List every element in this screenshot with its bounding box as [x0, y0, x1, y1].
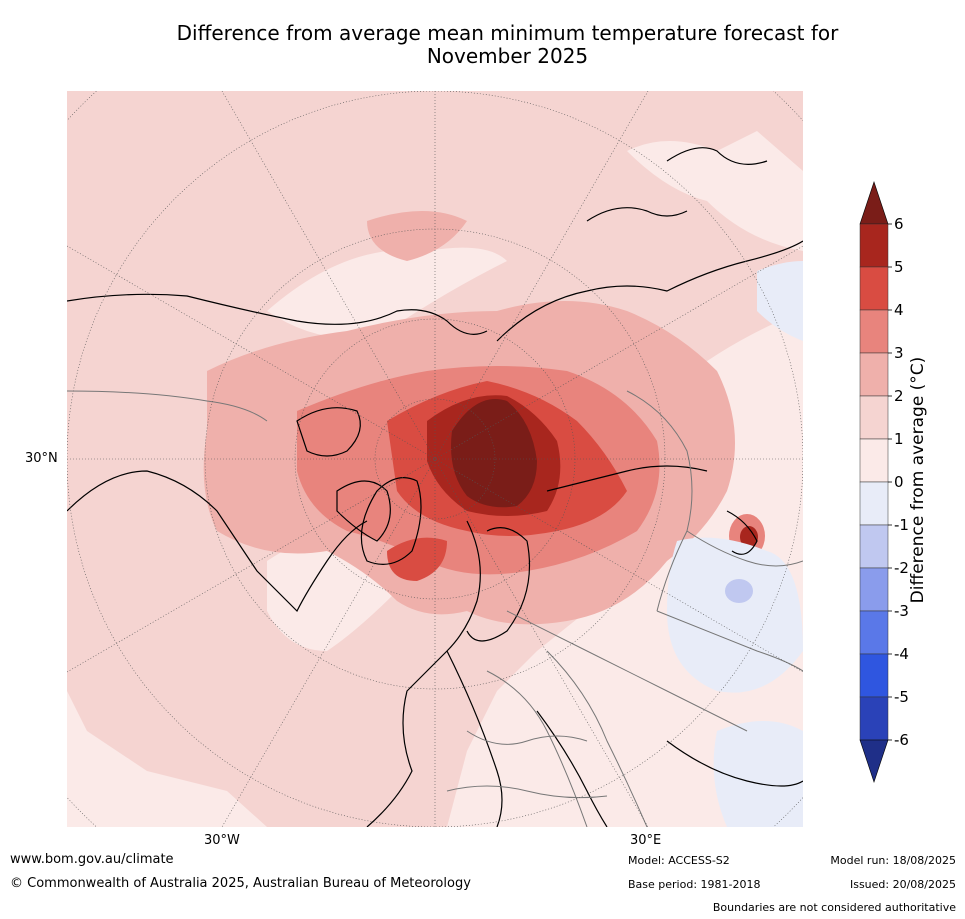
issued-text: Issued: 20/08/2025	[849, 878, 956, 891]
base-period-text: Base period: 1981-2018	[628, 878, 761, 891]
colorbar-ticks: 6 5 4 3 2 1 0 -1 -2 -3 -4 -5 -6	[888, 215, 909, 749]
colorbar-segment	[859, 395, 889, 440]
colorbar-segment	[859, 481, 889, 526]
colorbar-tick-label: 1	[894, 430, 904, 448]
title-line-1: Difference from average mean minimum tem…	[176, 21, 839, 45]
colorbar-tick-label: 2	[894, 387, 904, 405]
model-text: Model: ACCESS-S2	[628, 854, 730, 867]
colorbar-tick-label: -4	[894, 645, 909, 663]
hotspot-east-core	[740, 526, 758, 548]
colorbar-label: Difference from average (°C)	[908, 356, 928, 604]
colorbar-tick-label: 0	[894, 473, 904, 491]
colorbar-segment	[859, 653, 889, 698]
colorbar-under-arrow	[859, 739, 889, 783]
national-boundaries	[67, 390, 803, 827]
polar-temperature-map	[67, 91, 803, 827]
colorbar-segment	[859, 223, 889, 268]
colorbar-segment	[859, 610, 889, 655]
colorbar-segment	[859, 696, 889, 741]
coastlines	[67, 147, 803, 827]
anomaly-band-neg-1-2	[725, 579, 753, 603]
map-title: Difference from average mean minimum tem…	[60, 22, 955, 68]
colorbar-tick-label: -6	[894, 731, 909, 749]
colorbar-segment	[859, 567, 889, 612]
colorbar-segments	[859, 181, 889, 783]
lon-30w-label: 30°W	[204, 833, 240, 848]
model-run-text: Model run: 18/08/2025	[830, 854, 956, 867]
colorbar-tick-label: -5	[894, 688, 909, 706]
lat-30n-label: 30°N	[25, 451, 58, 466]
anomaly-band-neg-0-1-siberia	[667, 537, 803, 693]
colorbar-segment	[859, 266, 889, 311]
disclaimer-text: Boundaries are not considered authoritat…	[712, 901, 956, 914]
colorbar-tick-label: -1	[894, 516, 909, 534]
colorbar: 6 5 4 3 2 1 0 -1 -2 -3 -4 -5 -6	[859, 181, 909, 783]
colorbar-tick-label: 4	[894, 301, 904, 319]
anomaly-band-4-5-sw	[387, 537, 447, 581]
colorbar-segment	[859, 524, 889, 569]
anomaly-band-0-1-pocket-2	[627, 131, 803, 251]
anomaly-band-over-6	[451, 399, 537, 508]
title-line-2: November 2025	[426, 44, 589, 68]
colorbar-tick-label: 3	[894, 344, 904, 362]
colorbar-tick-label: -3	[894, 602, 909, 620]
copyright-text: © Commonwealth of Australia 2025, Austra…	[10, 876, 471, 891]
anomaly-band-neg-0-1-ne	[757, 261, 803, 341]
lon-30e-label: 30°E	[630, 833, 662, 848]
colorbar-segment	[859, 352, 889, 397]
anomaly-band-2-3-north	[367, 211, 467, 261]
colorbar-tick-label: 5	[894, 258, 904, 276]
website-link[interactable]: www.bom.gov.au/climate	[10, 852, 174, 867]
anomaly-band-0-1-pocket	[267, 247, 507, 338]
colorbar-over-arrow	[859, 181, 889, 225]
graticule	[67, 91, 803, 827]
anomaly-band-neg-0-1-se	[713, 721, 803, 827]
colorbar-tick-label: -2	[894, 559, 909, 577]
colorbar-segment	[859, 309, 889, 354]
colorbar-segment	[859, 438, 889, 483]
colorbar-tick-label: 6	[894, 215, 904, 233]
